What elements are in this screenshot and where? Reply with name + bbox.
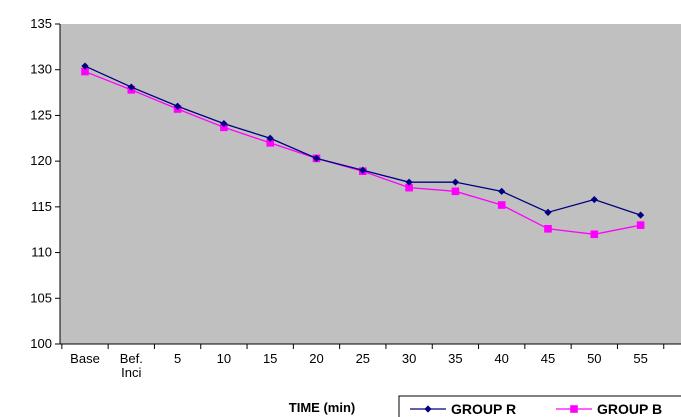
axes	[59, 24, 681, 345]
x-tick-label: 20	[309, 351, 323, 366]
legend-marker	[570, 405, 578, 413]
legend-box	[398, 395, 681, 417]
y-tick-label: 110	[31, 245, 52, 260]
x-tick-label: Bef. Inci	[120, 351, 143, 380]
legend: GROUP R GROUP B	[398, 395, 681, 417]
legend-item: GROUP B	[556, 401, 662, 417]
x-tick-label: 55	[633, 351, 647, 366]
x-axis-ticks: Base Bef. Inci 5 10 15 20 25 30 35 40 45 50 55	[61, 344, 665, 380]
data-point	[590, 230, 599, 239]
data-point	[266, 139, 274, 147]
data-point	[636, 221, 645, 229]
y-tick-label: 100	[30, 336, 52, 351]
y-axis-ticks: 100 105 110 115 120 125 130 135	[30, 16, 60, 351]
series-group-r	[81, 62, 645, 219]
data-point	[498, 187, 506, 195]
data-point	[312, 154, 321, 162]
data-point	[544, 225, 552, 233]
legend-marker	[424, 405, 432, 413]
data-point	[405, 178, 413, 186]
data-point	[220, 120, 228, 128]
data-point	[637, 211, 645, 219]
data-point	[127, 83, 135, 91]
y-tick-label: 125	[30, 107, 52, 122]
y-tick-label: 130	[30, 62, 52, 77]
y-tick-label: 105	[30, 290, 52, 305]
data-point	[174, 102, 182, 110]
x-tick-label: 50	[587, 351, 601, 366]
data-point	[590, 195, 598, 204]
x-tick-label: 40	[494, 351, 508, 366]
x-tick-label: 10	[217, 351, 231, 366]
legend-item: GROUP R	[410, 401, 516, 417]
data-point	[497, 201, 506, 209]
x-tick-label: 15	[263, 351, 277, 366]
data-point	[359, 166, 367, 174]
series-lines	[81, 62, 645, 239]
data-point	[220, 123, 228, 132]
data-point	[451, 178, 459, 186]
y-tick-label: 115	[31, 199, 52, 214]
x-tick-label: 5	[174, 351, 181, 366]
x-axis-title: TIME (min)	[289, 400, 355, 415]
data-point	[451, 187, 460, 196]
data-point	[81, 62, 89, 70]
data-point	[544, 208, 552, 216]
x-tick-label: Base	[70, 351, 100, 366]
y-tick-label: 135	[30, 16, 52, 31]
x-tick-label: 30	[402, 351, 416, 366]
data-point	[266, 134, 274, 142]
legend-label: GROUP B	[597, 401, 662, 417]
y-tick-label: 120	[30, 153, 52, 168]
x-tick-label: 25	[356, 351, 370, 366]
data-point	[405, 183, 413, 192]
legend-label: GROUP R	[451, 401, 516, 417]
data-point	[81, 67, 89, 76]
plot-area	[60, 24, 681, 344]
x-tick-label: 45	[541, 351, 555, 366]
x-tick-label: 35	[448, 351, 462, 366]
